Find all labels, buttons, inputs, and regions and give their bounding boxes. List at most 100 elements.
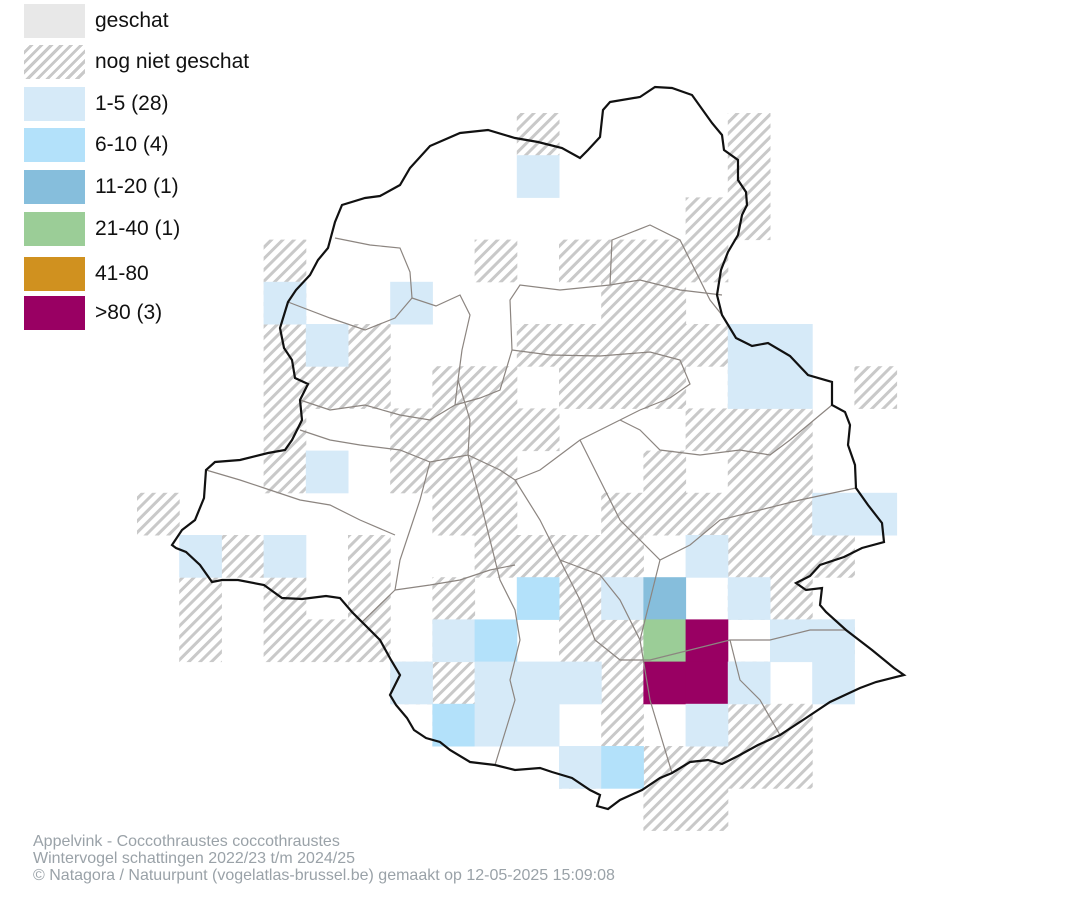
municipality-border xyxy=(559,559,641,641)
legend-item-41-80: 41-80 xyxy=(24,257,149,291)
unsurveyed-cell xyxy=(770,535,813,578)
unsurveyed-cell xyxy=(263,239,307,283)
unsurveyed-cell xyxy=(390,450,433,494)
municipality-borders xyxy=(205,224,857,774)
municipality-border xyxy=(579,439,857,561)
unsurveyed-cell xyxy=(474,366,518,409)
unsurveyed-cell xyxy=(305,366,349,409)
grid-cell-class-1-5 xyxy=(516,661,560,705)
unsurveyed-cell xyxy=(643,366,687,409)
unsurveyed-cell xyxy=(685,746,729,789)
unsurveyed-cell xyxy=(559,577,602,620)
unsurveyed-cell xyxy=(727,155,771,198)
unsurveyed-cell xyxy=(516,324,560,367)
unsurveyed-cell xyxy=(348,619,391,663)
unsurveyed-cell xyxy=(432,366,476,409)
legend-label-gt80: >80 (3) xyxy=(95,301,163,324)
legend-item-21-40: 21-40 (1) xyxy=(24,212,180,246)
grid-cell-class-1-5 xyxy=(179,535,222,578)
municipality-border xyxy=(514,479,846,661)
grid-cell-class-1-5 xyxy=(263,535,307,578)
unsurveyed-cell xyxy=(727,703,771,747)
unsurveyed-cell xyxy=(348,535,391,578)
unsurveyed-cell xyxy=(559,239,602,283)
unsurveyed-cell xyxy=(263,450,307,494)
unsurveyed-cell xyxy=(685,239,729,283)
unsurveyed-cell xyxy=(685,492,729,536)
map-credits: Appelvink - Coccothraustes coccothrauste… xyxy=(33,833,615,884)
unsurveyed-cells xyxy=(137,113,898,831)
unsurveyed-cell xyxy=(770,746,813,789)
unsurveyed-cell xyxy=(348,366,391,409)
unsurveyed-cell xyxy=(601,324,644,367)
grid-cell-class-21-40 xyxy=(643,619,687,663)
grid-cell-class-1-5 xyxy=(474,703,518,747)
legend-label-11-20: 11-20 (1) xyxy=(95,175,179,198)
legend-swatch-geschat xyxy=(24,4,85,38)
unsurveyed-cell xyxy=(854,366,898,409)
unsurveyed-cell xyxy=(601,619,644,663)
unsurveyed-cell xyxy=(770,577,813,620)
legend-item-1-5: 1-5 (28) xyxy=(24,87,169,121)
unsurveyed-cell xyxy=(685,788,729,831)
unsurveyed-cell xyxy=(390,408,433,452)
unsurveyed-cell xyxy=(263,619,307,663)
grid-cell-class-6-10 xyxy=(474,619,518,663)
unsurveyed-cell xyxy=(643,450,687,494)
unsurveyed-cell xyxy=(770,408,813,452)
grid-cell-class-6-10 xyxy=(516,577,560,620)
unsurveyed-cell xyxy=(221,535,265,578)
grid-cell-class-1-5 xyxy=(812,492,855,536)
municipality-border xyxy=(334,237,471,406)
legend-label-1-5: 1-5 (28) xyxy=(95,92,169,115)
unsurveyed-cell xyxy=(727,113,771,156)
legend-item-11-20: 11-20 (1) xyxy=(24,170,179,204)
unsurveyed-cell xyxy=(770,703,813,747)
municipality-border xyxy=(511,349,691,421)
municipality-border xyxy=(299,399,456,421)
municipality-border xyxy=(299,429,469,463)
unsurveyed-cell xyxy=(263,324,307,367)
grid-cell-class-1-5 xyxy=(559,661,602,705)
unsurveyed-cell xyxy=(179,577,222,620)
unsurveyed-cell xyxy=(643,492,687,536)
legend-item-6-10: 6-10 (4) xyxy=(24,128,169,162)
unsurveyed-cell xyxy=(474,239,518,283)
unsurveyed-cell xyxy=(601,366,644,409)
unsurveyed-cell xyxy=(474,408,518,452)
grid-cell-class-1-5 xyxy=(305,450,349,494)
municipality-border xyxy=(287,297,413,331)
unsurveyed-cell xyxy=(601,703,644,747)
unsurveyed-cell xyxy=(770,450,813,494)
grid-cell-class-1-5 xyxy=(432,619,476,663)
grid-cell-class-1-5 xyxy=(770,324,813,367)
grid-cell-class-1-5 xyxy=(727,661,771,705)
grid-cell-class-6-10 xyxy=(432,703,476,747)
credits-period: Wintervogel schattingen 2022/23 t/m 2024… xyxy=(33,850,355,867)
grid-cell-class-1-5 xyxy=(516,155,560,198)
unsurveyed-cell xyxy=(137,492,180,536)
legend-swatch-11-20 xyxy=(24,170,85,204)
legend-swatch-gt80 xyxy=(24,296,85,330)
municipality-border xyxy=(454,279,723,406)
municipality-border xyxy=(609,224,723,316)
grid-cell-class-1-5 xyxy=(685,535,729,578)
unsurveyed-cell xyxy=(727,746,771,789)
region-border xyxy=(170,85,907,811)
grid-cell-class-6-10 xyxy=(601,746,644,789)
grid-cell-class-1-5 xyxy=(812,619,855,663)
unsurveyed-cell xyxy=(727,197,771,241)
credits-copyright: © Natagora / Natuurpunt (vogelatlas-brus… xyxy=(33,867,615,884)
unsurveyed-cell xyxy=(643,239,687,283)
unsurveyed-cell xyxy=(727,535,771,578)
grid-cell-class-gt80 xyxy=(685,619,729,663)
unsurveyed-cell xyxy=(516,113,560,156)
unsurveyed-cell xyxy=(263,408,307,452)
grid-cell-class-1-5 xyxy=(516,703,560,747)
legend-swatch-1-5 xyxy=(24,87,85,121)
municipality-border xyxy=(205,469,396,536)
unsurveyed-cell xyxy=(601,239,644,283)
unsurveyed-cell xyxy=(305,619,349,663)
unsurveyed-cell xyxy=(601,535,644,578)
